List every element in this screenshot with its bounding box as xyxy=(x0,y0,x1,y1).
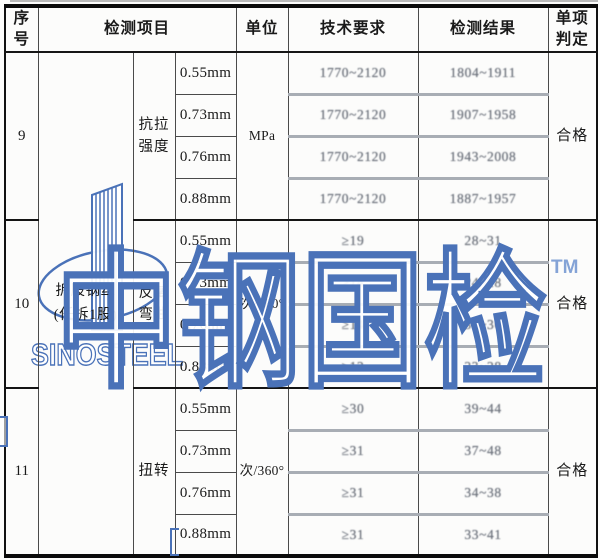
result-value: 39~44 xyxy=(417,387,549,431)
requirement-value: ≥31 xyxy=(287,470,419,515)
table-header-row: 序号 检测项目 单位 技术要求 检测结果 单项判定 xyxy=(4,5,598,53)
table-row: 10 反复弯曲 0.55mm 次/180° ≥19 28~31 合格 xyxy=(4,219,598,389)
table-row: 9 拆股钢丝 (任拆1股) 抗拉强度 0.55mm MPa 1770~2120 … xyxy=(4,51,598,557)
requirement-value: 1770~2120 xyxy=(287,134,419,179)
result-value: 34~38 xyxy=(417,470,549,515)
spec-cell: 0.76mm xyxy=(174,303,237,347)
spec-cell: 0.88mm xyxy=(174,345,237,389)
material-cell: 拆股钢丝 (任拆1股) xyxy=(37,51,134,557)
test-name-bending: 反复弯曲 xyxy=(132,219,176,389)
judgement-cell: 合格 xyxy=(547,51,598,221)
spec-cell: 0.55mm xyxy=(174,51,237,95)
serial-number-10: 10 xyxy=(4,219,39,389)
blue-bracket-mark xyxy=(0,416,8,447)
requirement-value: 1770~2120 xyxy=(287,92,419,137)
spec-cell: 0.73mm xyxy=(174,429,237,473)
header-result: 检测结果 xyxy=(417,5,549,53)
test-name-torsion: 扭转 xyxy=(132,387,176,557)
requirement-value: ≥30 xyxy=(287,387,419,431)
requirement-value: 1770~2120 xyxy=(287,176,419,221)
requirement-value: ≥12 xyxy=(287,344,419,389)
judgement-cell: 合格 xyxy=(547,387,598,557)
requirement-value: 1770~2120 xyxy=(287,51,419,95)
unit-cell: 次/360° xyxy=(235,387,289,557)
spec-cell: 0.88mm xyxy=(174,177,237,221)
serial-number-11: 11 xyxy=(4,387,39,557)
result-value: 37~48 xyxy=(417,428,549,473)
requirement-value: ≥14 xyxy=(287,302,419,347)
table-row: 0.76mm ≥31 34~38 xyxy=(5,470,597,515)
result-value: 1887~1957 xyxy=(417,176,549,221)
inspection-table: 序号 检测项目 单位 技术要求 检测结果 单项判定 9 拆股钢丝 (任拆1股) … xyxy=(4,4,599,558)
test-name-tensile: 抗拉强度 xyxy=(132,51,176,221)
table-row: 0.73mm ≥31 37~48 xyxy=(5,428,597,473)
result-value: 23~28 xyxy=(417,344,549,389)
header-unit: 单位 xyxy=(235,5,289,53)
requirement-value: ≥31 xyxy=(287,428,419,473)
table-row: 0.88mm 1770~2120 1887~1957 xyxy=(5,176,597,221)
result-value: 1907~1958 xyxy=(417,92,549,137)
spec-cell: 0.88mm xyxy=(174,513,237,557)
judgement-cell: 合格 xyxy=(547,219,598,389)
blue-corner-mark xyxy=(170,528,179,556)
spec-cell: 0.76mm xyxy=(174,471,237,515)
table-row: 0.88mm ≥12 23~28 xyxy=(5,344,597,389)
result-value: 1943~2008 xyxy=(417,134,549,179)
header-judgement: 单项判定 xyxy=(547,5,598,53)
material-note: (任拆1股) xyxy=(53,306,118,323)
unit-cell: MPa xyxy=(235,51,289,221)
result-value: 31~36 xyxy=(417,302,549,347)
table-row: 0.73mm ≥14 24~28 xyxy=(5,260,597,305)
requirement-value: ≥19 xyxy=(287,219,419,263)
spec-cell: 0.73mm xyxy=(174,261,237,305)
serial-number-9: 9 xyxy=(4,51,39,221)
spec-cell: 0.55mm xyxy=(174,387,237,431)
result-value: 33~41 xyxy=(417,512,549,557)
spec-cell: 0.73mm xyxy=(174,93,237,137)
result-value: 1804~1911 xyxy=(417,51,549,95)
requirement-value: ≥14 xyxy=(287,260,419,305)
result-value: 24~28 xyxy=(417,260,549,305)
table-row: 0.88mm ≥31 33~41 xyxy=(5,512,597,557)
material-name: 拆股钢丝 xyxy=(55,283,116,300)
table-row: 11 扭转 0.55mm 次/360° ≥30 39~44 合格 xyxy=(4,387,598,557)
header-serial: 序号 xyxy=(4,5,39,53)
header-item: 检测项目 xyxy=(37,5,237,53)
spec-cell: 0.55mm xyxy=(174,219,237,263)
requirement-value: ≥31 xyxy=(287,512,419,557)
spec-cell: 0.76mm xyxy=(174,135,237,179)
unit-cell: 次/180° xyxy=(235,219,289,389)
result-value: 28~31 xyxy=(417,219,549,263)
header-requirement: 技术要求 xyxy=(287,5,419,53)
scan-edge-line xyxy=(10,0,598,2)
